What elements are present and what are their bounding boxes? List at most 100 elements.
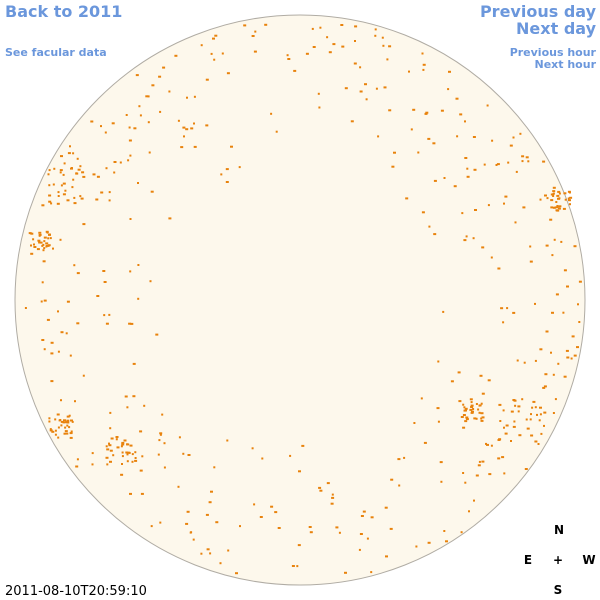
facula (522, 206, 526, 209)
facula (359, 533, 363, 535)
facula (129, 154, 132, 157)
facula (163, 442, 166, 445)
facula (69, 436, 73, 439)
facula (212, 37, 215, 40)
facula (540, 432, 543, 435)
facula (193, 95, 196, 98)
facula (43, 236, 47, 239)
facula (200, 44, 203, 47)
facula (560, 240, 563, 243)
facula (544, 373, 548, 376)
facula (514, 221, 517, 224)
facula (132, 395, 136, 398)
facula (526, 427, 530, 430)
facula (498, 403, 502, 406)
facula (480, 412, 484, 415)
facula (490, 444, 493, 447)
facula (131, 460, 134, 463)
facula (30, 252, 34, 255)
facula (319, 26, 322, 29)
facula (563, 192, 567, 195)
facula (472, 408, 475, 410)
facula (48, 420, 51, 423)
facula (374, 28, 377, 31)
facula (109, 427, 112, 430)
facula (43, 299, 47, 302)
facula (539, 406, 542, 409)
facula (145, 95, 149, 98)
facula (521, 155, 525, 158)
facular-link[interactable]: See facular data (5, 46, 107, 59)
facula (150, 190, 154, 193)
next-hour-link[interactable]: Next hour (535, 58, 597, 71)
facula (82, 175, 86, 178)
facula (566, 356, 570, 359)
facula (497, 457, 501, 460)
facula (227, 549, 230, 552)
back-link[interactable]: Back to 2011 (5, 2, 122, 21)
facula (42, 260, 46, 263)
facula (475, 474, 479, 477)
facula (70, 430, 73, 433)
facula (424, 112, 428, 115)
facula (243, 24, 247, 27)
facula (126, 460, 129, 463)
facula (503, 472, 506, 475)
previous-hour-link[interactable]: Previous hour (510, 46, 597, 59)
facula (362, 510, 366, 513)
facula (64, 430, 68, 433)
facula (464, 407, 468, 410)
facula (108, 199, 111, 202)
facula (100, 191, 104, 194)
facula (549, 218, 553, 221)
facula (108, 444, 112, 447)
facula (443, 530, 446, 532)
facula (509, 144, 513, 147)
facula (557, 362, 560, 365)
facula (213, 466, 216, 469)
previous-day-link[interactable]: Previous day (480, 2, 597, 21)
facula (291, 565, 295, 567)
facula (59, 419, 62, 421)
facula (64, 189, 67, 192)
facula (151, 84, 155, 87)
facula (308, 526, 312, 528)
facula (382, 44, 385, 47)
facula (43, 247, 46, 250)
facula (397, 458, 401, 461)
facula (56, 413, 60, 416)
facula (65, 332, 68, 335)
facula (557, 190, 561, 193)
facula (120, 445, 123, 448)
facula (545, 330, 549, 333)
facula (469, 398, 473, 401)
facula (422, 68, 425, 71)
facula (529, 245, 532, 248)
facula (50, 341, 54, 344)
facula (277, 527, 281, 529)
facula (501, 456, 505, 459)
facula (483, 163, 486, 166)
facula (513, 399, 517, 402)
facula (60, 184, 63, 187)
facula (113, 171, 116, 174)
facula (534, 302, 536, 305)
facula (405, 197, 409, 200)
facula (108, 442, 110, 445)
facula (43, 348, 46, 351)
facula (552, 373, 555, 376)
facula (507, 161, 510, 164)
facula (126, 451, 130, 454)
facula (190, 531, 193, 534)
facula (57, 426, 60, 429)
facula (513, 420, 516, 423)
facula (139, 430, 143, 433)
facula (43, 240, 46, 243)
facula (421, 211, 425, 214)
facula (389, 527, 393, 530)
next-day-link[interactable]: Next day (516, 19, 597, 38)
facula (119, 161, 122, 164)
facula (65, 421, 68, 424)
facula (113, 161, 117, 163)
facula (48, 169, 51, 172)
